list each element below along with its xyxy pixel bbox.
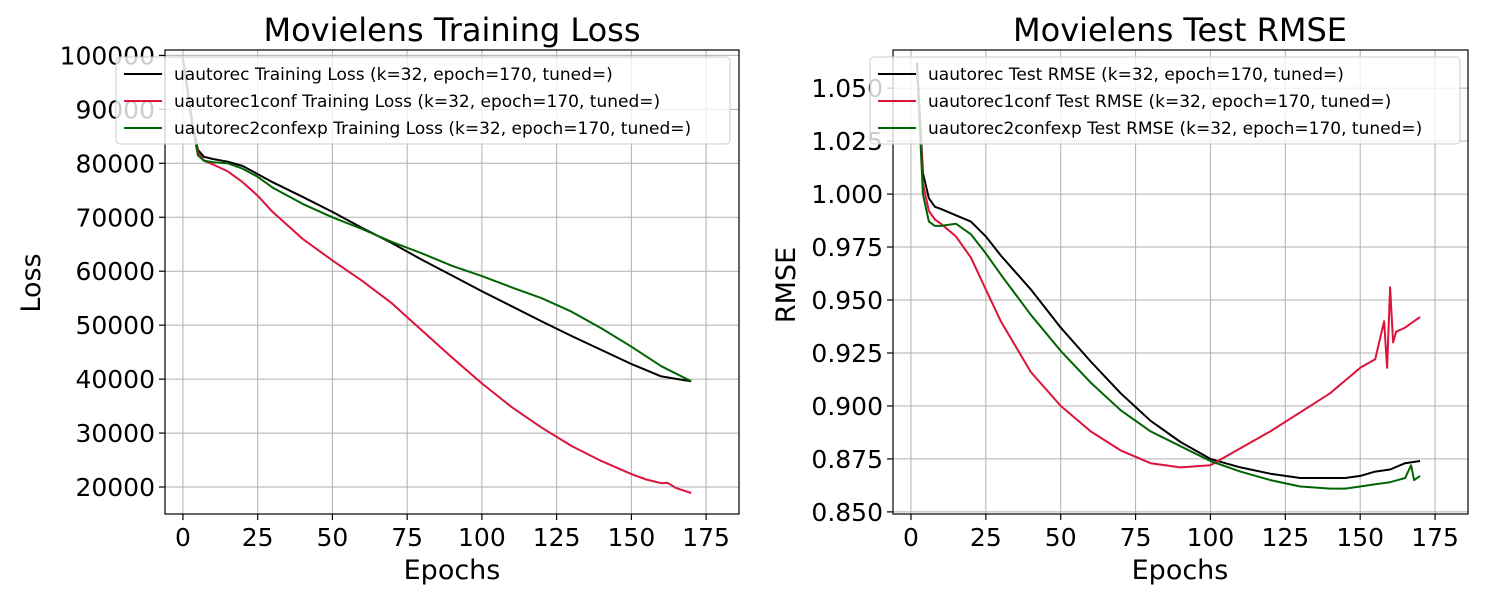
- chart-title: Movielens Test RMSE: [1013, 11, 1347, 49]
- plot-frame: [164, 49, 740, 515]
- x-tick-label: 100: [1187, 523, 1235, 552]
- x-tick-label: 100: [458, 523, 506, 552]
- test-rmse-chart: 0 25 50 75 100 125 150 175 0.850 0.875 0.900 0.925…: [771, 11, 1469, 586]
- legend-label: uautorec2confexp Test RMSE (k=32, epoch=…: [928, 119, 1422, 139]
- y-tick-label: 70000: [75, 203, 155, 232]
- y-tick-label: 0.925: [811, 339, 883, 368]
- training-loss-chart: 0 25 50 75 100 125 150 175 20000 30000 40000 50000…: [16, 11, 740, 586]
- series-line-3: [181, 57, 692, 383]
- x-tick-label: 175: [682, 523, 730, 552]
- legend-box: [869, 56, 1461, 145]
- x-axis-label: Epochs: [1132, 555, 1229, 586]
- x-tick-label: 50: [1045, 523, 1077, 552]
- legend-label: uautorec1conf Training Loss (k=32, epoch…: [174, 92, 660, 112]
- x-tick-label: 25: [970, 523, 1002, 552]
- y-tick-label: 0.875: [811, 445, 883, 474]
- legend-label: uautorec2confexp Training Loss (k=32, ep…: [174, 119, 691, 139]
- y-tick-label: 50000: [75, 311, 155, 340]
- legend-label: uautorec Training Loss (k=32, epoch=170,…: [174, 65, 613, 85]
- y-tick-label: 0.975: [811, 233, 883, 262]
- x-tick-label: 75: [391, 523, 423, 552]
- plot-frame: [892, 49, 1469, 515]
- series-line-1: [916, 62, 1421, 479]
- y-tick-label: 30000: [75, 419, 155, 448]
- x-tick-label: 150: [1336, 523, 1384, 552]
- y-tick-label: 0.850: [811, 498, 883, 527]
- x-axis-label: Epochs: [404, 555, 501, 586]
- chart-title: Movielens Training Loss: [263, 11, 640, 49]
- y-axis-ticks: 2000030000400005000060000700008000090000…: [60, 41, 165, 502]
- x-tick-label: 175: [1411, 523, 1459, 552]
- chart-series: [181, 57, 692, 494]
- legend-label: uautorec Test RMSE (k=32, epoch=170, tun…: [928, 65, 1344, 85]
- y-axis-ticks: 0.8500.8750.9000.9250.9500.9751.0001.025…: [811, 74, 893, 527]
- y-tick-label: 0.950: [811, 286, 883, 315]
- y-tick-label: 40000: [75, 365, 155, 394]
- y-axis-label: Loss: [16, 253, 47, 312]
- series-line-2: [181, 57, 692, 494]
- y-tick-label: 60000: [75, 257, 155, 286]
- legend-label: uautorec1conf Test RMSE (k=32, epoch=170…: [928, 92, 1391, 112]
- x-tick-label: 50: [317, 523, 349, 552]
- legend-box: [115, 56, 731, 145]
- x-tick-label: 25: [242, 523, 274, 552]
- series-line-2: [916, 66, 1421, 469]
- x-tick-label: 0: [903, 523, 919, 552]
- x-tick-label: 75: [1120, 523, 1152, 552]
- chart-series: [916, 62, 1421, 490]
- y-tick-label: 20000: [75, 473, 155, 502]
- chart-legend: uautorec Training Loss (k=32, epoch=170,…: [115, 56, 731, 145]
- series-line-3: [916, 66, 1421, 490]
- x-axis-ticks: 0 25 50 75 100 125 150 175: [903, 514, 1459, 552]
- chart-legend: uautorec Test RMSE (k=32, epoch=170, tun…: [869, 56, 1461, 145]
- y-tick-label: 80000: [75, 149, 155, 178]
- x-axis-ticks: 0 25 50 75 100 125 150 175: [175, 514, 730, 552]
- y-tick-label: 0.900: [811, 392, 883, 421]
- y-axis-label: RMSE: [771, 247, 802, 323]
- y-tick-label: 1.000: [811, 180, 883, 209]
- x-tick-label: 125: [533, 523, 581, 552]
- series-line-1: [181, 57, 692, 383]
- x-tick-label: 150: [608, 523, 656, 552]
- x-tick-label: 125: [1261, 523, 1309, 552]
- x-tick-label: 0: [175, 523, 191, 552]
